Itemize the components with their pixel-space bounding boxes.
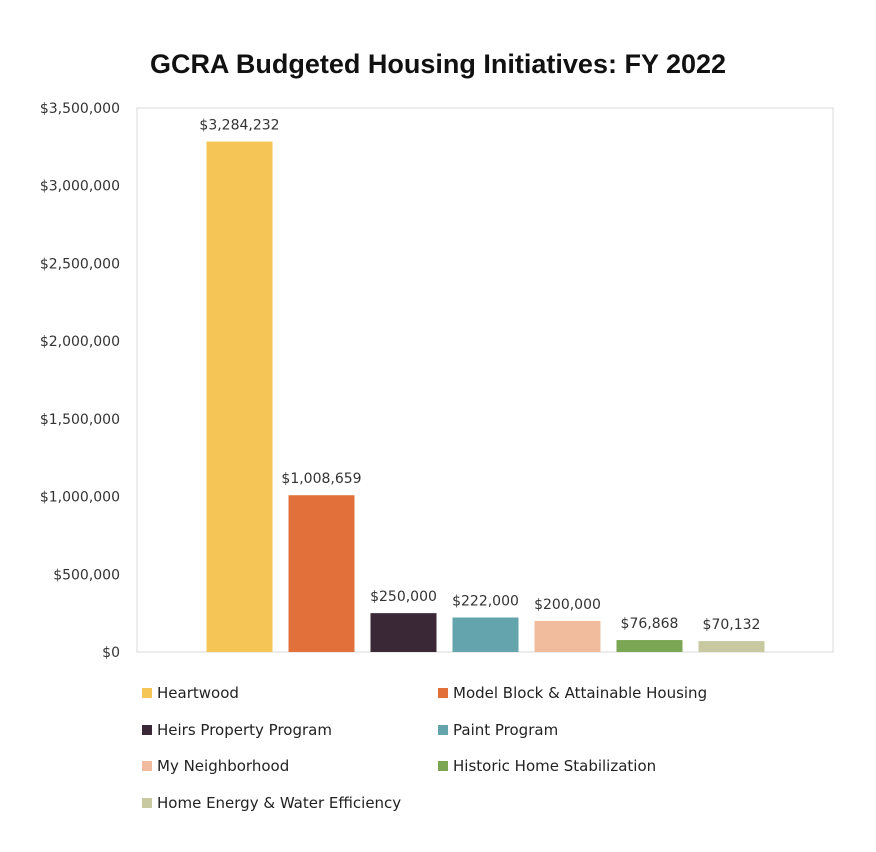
- bar: [288, 495, 355, 652]
- legend-swatch: [142, 761, 152, 772]
- bar: [616, 640, 683, 652]
- y-tick-label: $0: [102, 645, 120, 661]
- legend-swatch: [142, 724, 152, 735]
- y-tick-label: $500,000: [53, 567, 120, 583]
- legend-item: Home Energy & Water Efficiency: [142, 794, 401, 812]
- legend-label: Heirs Property Program: [157, 720, 332, 739]
- legend-item: Heirs Property Program: [142, 721, 332, 739]
- legend-label: Heartwood: [157, 684, 239, 702]
- bar: [370, 613, 437, 652]
- data-label: $70,132: [703, 617, 761, 633]
- y-tick-label: $2,000,000: [40, 334, 120, 350]
- legend-swatch: [438, 724, 448, 735]
- bar: [698, 641, 765, 652]
- data-label: $200,000: [534, 597, 601, 613]
- y-tick-label: $3,000,000: [40, 179, 120, 195]
- data-label: $76,868: [621, 616, 679, 632]
- legend-item: Paint Program: [438, 721, 558, 739]
- legend-label: Historic Home Stabilization: [453, 757, 657, 776]
- legend-label: Paint Program: [453, 720, 559, 739]
- y-tick-label: $2,500,000: [40, 256, 120, 272]
- y-tick-label: $1,000,000: [40, 490, 120, 506]
- chart-title: GCRA Budgeted Housing Initiatives: FY 20…: [150, 49, 726, 79]
- y-tick-label: $3,500,000: [40, 101, 120, 117]
- legend-label: My Neighborhood: [157, 757, 290, 776]
- legend-label: Home Energy & Water Efficiency: [157, 794, 402, 813]
- data-label: $3,284,232: [199, 118, 279, 134]
- legend-swatch: [142, 688, 152, 698]
- data-label: $1,008,659: [281, 471, 361, 487]
- chart: GCRA Budgeted Housing Initiatives: FY 20…: [40, 49, 834, 661]
- legend-item: Historic Home Stabilization: [438, 757, 656, 775]
- y-tick-label: $1,500,000: [40, 412, 120, 428]
- bar: [452, 617, 519, 652]
- legend-item: My Neighborhood: [142, 757, 289, 775]
- legend-item: Model Block & Attainable Housing: [438, 684, 707, 702]
- legend-label: Model Block & Attainable Housing: [453, 684, 708, 702]
- bar: [534, 620, 601, 652]
- legend-item: Heartwood: [142, 684, 239, 702]
- legend-swatch: [438, 761, 448, 772]
- legend-swatch: [142, 798, 152, 809]
- bar: [206, 141, 273, 653]
- data-label: $250,000: [370, 589, 437, 605]
- data-label: $222,000: [452, 593, 519, 609]
- legend-swatch: [438, 688, 448, 698]
